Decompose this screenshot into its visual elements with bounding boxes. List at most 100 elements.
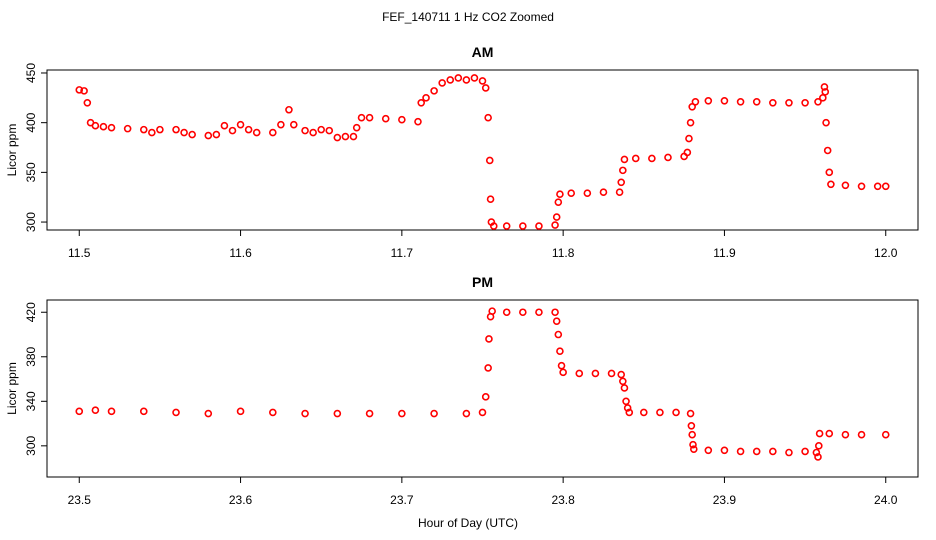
- point: [664, 153, 672, 162]
- point: [83, 98, 92, 107]
- point: [619, 166, 627, 175]
- point: [484, 113, 492, 122]
- point: [575, 369, 584, 378]
- point: [736, 98, 745, 106]
- point: [801, 447, 809, 456]
- point: [801, 98, 809, 107]
- point: [814, 453, 822, 461]
- point: [277, 120, 285, 129]
- point: [821, 88, 830, 96]
- point: [519, 222, 527, 230]
- point: [812, 448, 821, 457]
- point: [648, 154, 656, 163]
- point: [139, 125, 148, 134]
- point: [220, 121, 229, 130]
- point: [815, 429, 824, 438]
- point: [486, 195, 495, 203]
- point: [825, 429, 834, 438]
- y-tick-label: 450: [24, 63, 38, 83]
- y-axis-label: Licor ppm: [5, 362, 19, 415]
- point: [107, 123, 116, 132]
- point: [686, 118, 695, 127]
- point: [720, 446, 729, 455]
- point: [599, 188, 608, 197]
- point: [559, 368, 567, 377]
- panel: AM Licor ppm 11.5 11.6 11.7 11.8 11.9 12.0 300 35…: [5, 44, 919, 260]
- point: [398, 409, 406, 418]
- figure-title: FEF_140711 1 Hz CO2 Zoomed: [382, 10, 554, 24]
- y-tick-label: 300: [24, 212, 38, 232]
- point: [519, 308, 527, 317]
- point: [156, 125, 164, 134]
- point: [615, 188, 624, 197]
- point: [422, 94, 430, 102]
- point: [704, 97, 713, 105]
- y-tick-label: 400: [24, 112, 38, 132]
- point: [552, 317, 561, 325]
- point: [556, 347, 564, 356]
- x-axis-label: Hour of Day (UTC): [418, 516, 518, 530]
- point: [470, 74, 479, 82]
- point: [683, 148, 692, 157]
- point: [414, 117, 422, 126]
- y-tick-label: 380: [24, 346, 38, 366]
- y-tick-label: 300: [24, 435, 38, 455]
- point: [583, 189, 592, 198]
- plot-frame: [46, 69, 919, 231]
- point: [704, 446, 713, 455]
- point: [75, 86, 84, 94]
- point: [552, 213, 561, 221]
- x-tick-label: 23.7: [390, 493, 414, 507]
- point: [446, 76, 455, 84]
- point: [752, 447, 761, 456]
- point: [381, 114, 390, 123]
- point: [815, 442, 823, 450]
- point: [398, 115, 406, 124]
- point: [309, 128, 317, 137]
- point: [357, 113, 366, 122]
- point: [139, 407, 148, 416]
- point: [551, 221, 559, 229]
- plot-frame: [46, 299, 919, 478]
- x-tick-label: 23.8: [551, 493, 575, 507]
- y-tick-label: 340: [24, 391, 38, 411]
- point: [188, 130, 196, 139]
- point: [881, 182, 890, 191]
- x-tick-label: 11.7: [391, 246, 414, 260]
- point: [827, 180, 835, 189]
- point: [269, 408, 277, 417]
- point: [107, 407, 116, 416]
- point: [873, 182, 882, 191]
- point: [688, 430, 696, 439]
- point: [685, 134, 693, 143]
- point: [75, 407, 84, 416]
- x-tick-label: 11.9: [713, 246, 736, 260]
- point: [672, 408, 680, 417]
- panel-title: PM: [472, 274, 493, 290]
- point: [825, 168, 834, 177]
- point: [228, 126, 237, 135]
- point: [841, 430, 850, 439]
- panel: PM Licor ppm 23.5 23.6 23.7 23.8 23.9 24.0 300 34…: [5, 274, 919, 507]
- x-tick-label: 11.8: [552, 246, 575, 260]
- point: [489, 222, 498, 230]
- point: [204, 409, 213, 418]
- point: [430, 87, 438, 95]
- point: [689, 440, 697, 449]
- point: [317, 125, 326, 134]
- point: [341, 132, 350, 141]
- point: [204, 131, 213, 140]
- point: [631, 154, 640, 163]
- point: [484, 364, 492, 372]
- point: [478, 408, 487, 417]
- point: [623, 404, 632, 412]
- point: [785, 98, 793, 107]
- point: [691, 98, 700, 106]
- point: [736, 447, 745, 456]
- point: [285, 105, 293, 114]
- point: [567, 189, 576, 198]
- point: [502, 222, 511, 230]
- point: [502, 308, 511, 317]
- point: [91, 406, 100, 415]
